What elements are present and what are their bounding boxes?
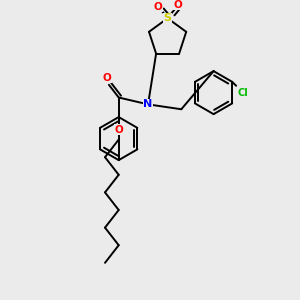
- Text: O: O: [114, 125, 123, 135]
- Text: Cl: Cl: [238, 88, 248, 98]
- Text: O: O: [154, 2, 162, 11]
- Text: N: N: [143, 99, 153, 110]
- Text: O: O: [173, 0, 182, 10]
- Text: S: S: [164, 13, 172, 23]
- Text: O: O: [103, 73, 111, 83]
